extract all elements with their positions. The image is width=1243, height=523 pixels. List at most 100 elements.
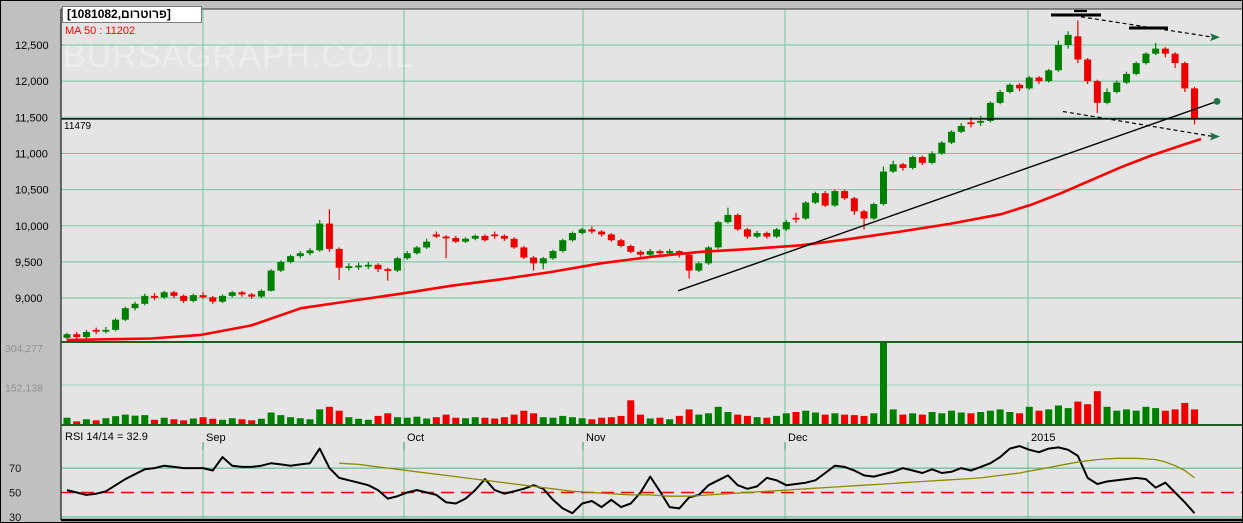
volume-bar xyxy=(1045,409,1053,425)
candle-body xyxy=(666,251,674,254)
candle-body xyxy=(636,251,644,255)
volume-bar xyxy=(1064,408,1072,425)
price-tick-label: 10,000 xyxy=(15,221,49,233)
volume-bar xyxy=(228,418,236,425)
candle-body xyxy=(82,332,90,338)
candle-body xyxy=(685,254,693,271)
volume-bar xyxy=(588,419,596,425)
candle-body xyxy=(306,250,314,254)
candle-body xyxy=(199,295,207,298)
endpoint-arrow-icon xyxy=(1210,132,1220,141)
candle-body xyxy=(257,290,265,297)
price-tick-label: 12,000 xyxy=(15,76,49,88)
volume-bar xyxy=(568,417,576,425)
candle-body xyxy=(1181,63,1189,89)
rsi-slow-line xyxy=(339,457,1195,497)
volume-bar xyxy=(539,417,547,425)
volume-bar xyxy=(986,410,994,425)
volume-bar xyxy=(170,419,178,425)
price-tick-label: 9,500 xyxy=(15,257,43,269)
candle-body xyxy=(452,238,460,242)
candle-body xyxy=(1161,48,1169,54)
volume-bar xyxy=(432,417,440,425)
volume-bar xyxy=(928,412,936,425)
volume-bar xyxy=(549,417,557,425)
volume-bar xyxy=(491,418,499,425)
candle-body xyxy=(1016,84,1024,89)
volume-bar xyxy=(773,415,781,425)
volume-bar xyxy=(850,415,858,425)
candle-body xyxy=(335,248,343,268)
candle-body xyxy=(821,193,829,206)
candle-body xyxy=(1122,73,1130,83)
volume-bar xyxy=(345,417,353,425)
candle-body xyxy=(578,229,586,233)
volume-bar xyxy=(899,414,907,425)
volume-bar xyxy=(1171,409,1179,425)
dashed-projection-line xyxy=(1080,16,1214,38)
rsi-tick-label: 30 xyxy=(9,512,21,523)
candle-body xyxy=(539,258,547,264)
volume-bar xyxy=(734,414,742,425)
candle-body xyxy=(209,297,217,302)
volume-bar xyxy=(471,417,479,425)
volume-bar xyxy=(860,415,868,425)
panel-borders xyxy=(60,8,1242,522)
volume-bar xyxy=(1006,412,1014,425)
candle-body xyxy=(287,256,295,262)
candle-body xyxy=(180,295,188,301)
candle-body xyxy=(734,214,742,230)
candle-body xyxy=(841,191,849,199)
volume-bar xyxy=(948,410,956,425)
candle-body xyxy=(296,253,304,257)
candle-body xyxy=(364,264,372,267)
candle-body xyxy=(860,211,868,219)
volume-bar xyxy=(811,412,819,425)
candle-body xyxy=(753,232,761,237)
volume-bar xyxy=(617,415,625,425)
volume-bar xyxy=(1074,401,1082,425)
volume-bar xyxy=(782,413,790,425)
candle-body xyxy=(1171,53,1179,64)
volume-bar xyxy=(403,417,411,425)
volume-bar xyxy=(63,417,71,425)
candle-body xyxy=(607,234,615,241)
volume-bar xyxy=(909,413,917,425)
candle-body xyxy=(792,217,800,220)
drawing-overlays[interactable] xyxy=(677,9,1221,292)
candle-body xyxy=(1054,45,1062,71)
trendline-endpoint-dot xyxy=(1213,97,1221,105)
candle-body xyxy=(967,122,975,125)
volume-bar xyxy=(967,413,975,425)
candle-body xyxy=(141,295,149,304)
volume-bar xyxy=(248,420,256,425)
volume-bar xyxy=(1142,406,1150,425)
candle-body xyxy=(588,229,596,232)
volume-bar xyxy=(199,417,207,425)
candle-body xyxy=(811,193,819,203)
volume-bar xyxy=(1035,410,1043,425)
volume-bar xyxy=(870,413,878,425)
candle-body xyxy=(219,295,227,302)
volume-bar xyxy=(763,417,771,425)
rsi-tick-label: 70 xyxy=(9,463,21,475)
price-tick-label: 9,000 xyxy=(15,293,43,305)
candle-body xyxy=(500,235,508,239)
candle-body xyxy=(481,235,489,241)
candle-body xyxy=(1152,48,1160,54)
ma50-label: MA 50 : 11202 xyxy=(65,25,136,37)
volume-bar xyxy=(112,416,120,425)
endpoint-arrow-icon xyxy=(1210,33,1220,42)
candle-body xyxy=(413,247,421,254)
price-tick-label: 11,500 xyxy=(15,112,48,124)
candle-body xyxy=(782,222,790,230)
price-candles xyxy=(63,20,1199,340)
volume-bar xyxy=(1025,406,1033,425)
volume-bar xyxy=(335,410,343,425)
candle-body xyxy=(316,223,324,251)
volume-bar xyxy=(938,413,946,425)
candle-body xyxy=(432,234,440,237)
candle-body xyxy=(1074,36,1082,60)
candle-body xyxy=(325,223,333,249)
